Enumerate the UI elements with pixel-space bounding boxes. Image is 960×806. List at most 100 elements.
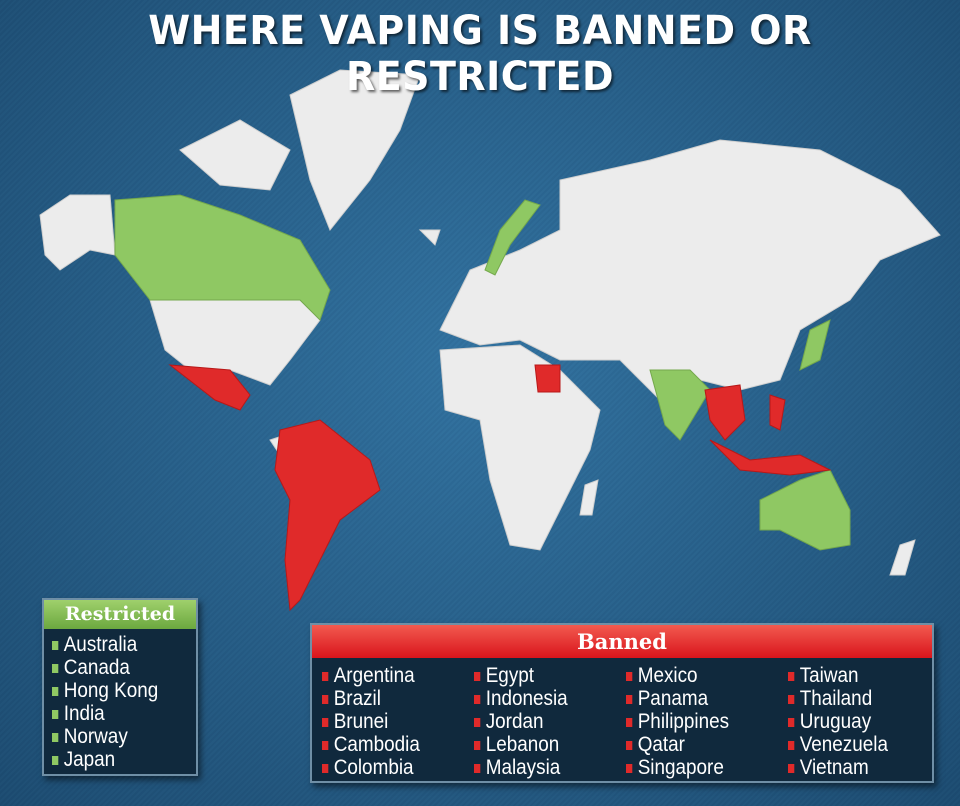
- square-bullet-icon: [626, 671, 633, 681]
- country-name: Egypt: [485, 664, 535, 687]
- country-name: Cambodia: [333, 733, 420, 756]
- madagascar: [579, 479, 599, 516]
- legend-item: Brunei: [322, 710, 459, 733]
- legend-item: Colombia: [322, 756, 459, 779]
- mexico-region: [168, 364, 251, 411]
- legend-item: Vietnam: [788, 756, 923, 779]
- legend-item: Singapore: [626, 756, 772, 779]
- legend-item: Canada: [52, 656, 182, 679]
- country-name: Jordan: [485, 710, 544, 733]
- square-bullet-icon: [322, 671, 329, 681]
- country-name: Panama: [637, 687, 709, 710]
- square-bullet-icon: [626, 717, 633, 727]
- square-bullet-icon: [52, 686, 59, 696]
- square-bullet-icon: [322, 717, 329, 727]
- greenland: [289, 69, 421, 231]
- country-name: Taiwan: [799, 664, 859, 687]
- south-america-region: [274, 419, 381, 612]
- restricted-legend: Restricted Australia Canada Hong Kong India…: [42, 598, 198, 776]
- banned-column: Mexico Panama Philippines Qatar Singapore: [626, 664, 788, 779]
- square-bullet-icon: [474, 717, 481, 727]
- banned-legend-header: Banned: [312, 625, 932, 658]
- alaska: [39, 194, 116, 271]
- legend-item: Malaysia: [474, 756, 611, 779]
- country-name: Thailand: [799, 687, 873, 710]
- banned-column: Egypt Indonesia Jordan Lebanon Malaysia: [474, 664, 626, 779]
- eurasia: [439, 139, 941, 401]
- legend-item: Philippines: [626, 710, 772, 733]
- square-bullet-icon: [474, 694, 481, 704]
- canada-region: [114, 194, 331, 321]
- indonesia-region: [709, 439, 832, 476]
- banned-legend: Banned Argentina Brazil Brunei Cambodia Colo…: [310, 623, 934, 783]
- legend-item: Indonesia: [474, 687, 611, 710]
- legend-item: Egypt: [474, 664, 611, 687]
- country-name: Uruguay: [799, 710, 872, 733]
- country-name: Argentina: [333, 664, 415, 687]
- square-bullet-icon: [626, 694, 633, 704]
- greenland-east: [418, 229, 441, 246]
- legend-item: Argentina: [322, 664, 459, 687]
- se-asia-region: [704, 384, 746, 441]
- square-bullet-icon: [626, 763, 633, 773]
- square-bullet-icon: [626, 740, 633, 750]
- legend-item: India: [52, 702, 182, 725]
- country-name: Japan: [63, 748, 116, 771]
- legend-item: Hong Kong: [52, 679, 182, 702]
- africa: [439, 344, 601, 551]
- square-bullet-icon: [322, 694, 329, 704]
- norway-region: [484, 199, 541, 276]
- square-bullet-icon: [52, 755, 59, 765]
- legend-item: Japan: [52, 748, 182, 771]
- country-name: Hong Kong: [63, 679, 159, 702]
- country-name: Australia: [63, 633, 138, 656]
- page-title: WHERE VAPING IS BANNED OR RESTRICTED: [148, 8, 812, 100]
- country-name: Philippines: [637, 710, 730, 733]
- square-bullet-icon: [788, 694, 795, 704]
- legend-item: Qatar: [626, 733, 772, 756]
- square-bullet-icon: [788, 763, 795, 773]
- country-name: India: [63, 702, 105, 725]
- banned-column: Argentina Brazil Brunei Cambodia Colombia: [322, 664, 474, 779]
- country-name: Brazil: [333, 687, 381, 710]
- usa: [149, 299, 321, 386]
- square-bullet-icon: [322, 740, 329, 750]
- square-bullet-icon: [788, 671, 795, 681]
- legend-item: Panama: [626, 687, 772, 710]
- country-name: Lebanon: [485, 733, 560, 756]
- philippines-region: [769, 394, 786, 431]
- legend-item: Taiwan: [788, 664, 923, 687]
- legend-item: Lebanon: [474, 733, 611, 756]
- country-name: Canada: [63, 656, 130, 679]
- legend-item: Brazil: [322, 687, 459, 710]
- square-bullet-icon: [322, 763, 329, 773]
- square-bullet-icon: [788, 740, 795, 750]
- country-name: Brunei: [333, 710, 389, 733]
- legend-item: Australia: [52, 633, 182, 656]
- legend-item: Mexico: [626, 664, 772, 687]
- square-bullet-icon: [474, 763, 481, 773]
- restricted-legend-header: Restricted: [44, 600, 196, 629]
- square-bullet-icon: [52, 732, 59, 742]
- country-name: Malaysia: [485, 756, 561, 779]
- country-name: Venezuela: [799, 733, 888, 756]
- legend-item: Jordan: [474, 710, 611, 733]
- new-zealand: [889, 539, 916, 576]
- country-name: Colombia: [333, 756, 414, 779]
- india-region: [649, 369, 711, 441]
- country-name: Mexico: [637, 664, 698, 687]
- country-name: Qatar: [637, 733, 685, 756]
- country-name: Singapore: [637, 756, 724, 779]
- country-name: Vietnam: [799, 756, 869, 779]
- square-bullet-icon: [788, 717, 795, 727]
- square-bullet-icon: [52, 640, 59, 650]
- legend-item: Venezuela: [788, 733, 923, 756]
- legend-item: Norway: [52, 725, 182, 748]
- australia-region: [759, 469, 851, 551]
- egypt-region: [534, 364, 561, 393]
- canada-arctic-islands: [179, 119, 291, 191]
- square-bullet-icon: [474, 671, 481, 681]
- country-name: Indonesia: [485, 687, 568, 710]
- square-bullet-icon: [474, 740, 481, 750]
- legend-item: Uruguay: [788, 710, 923, 733]
